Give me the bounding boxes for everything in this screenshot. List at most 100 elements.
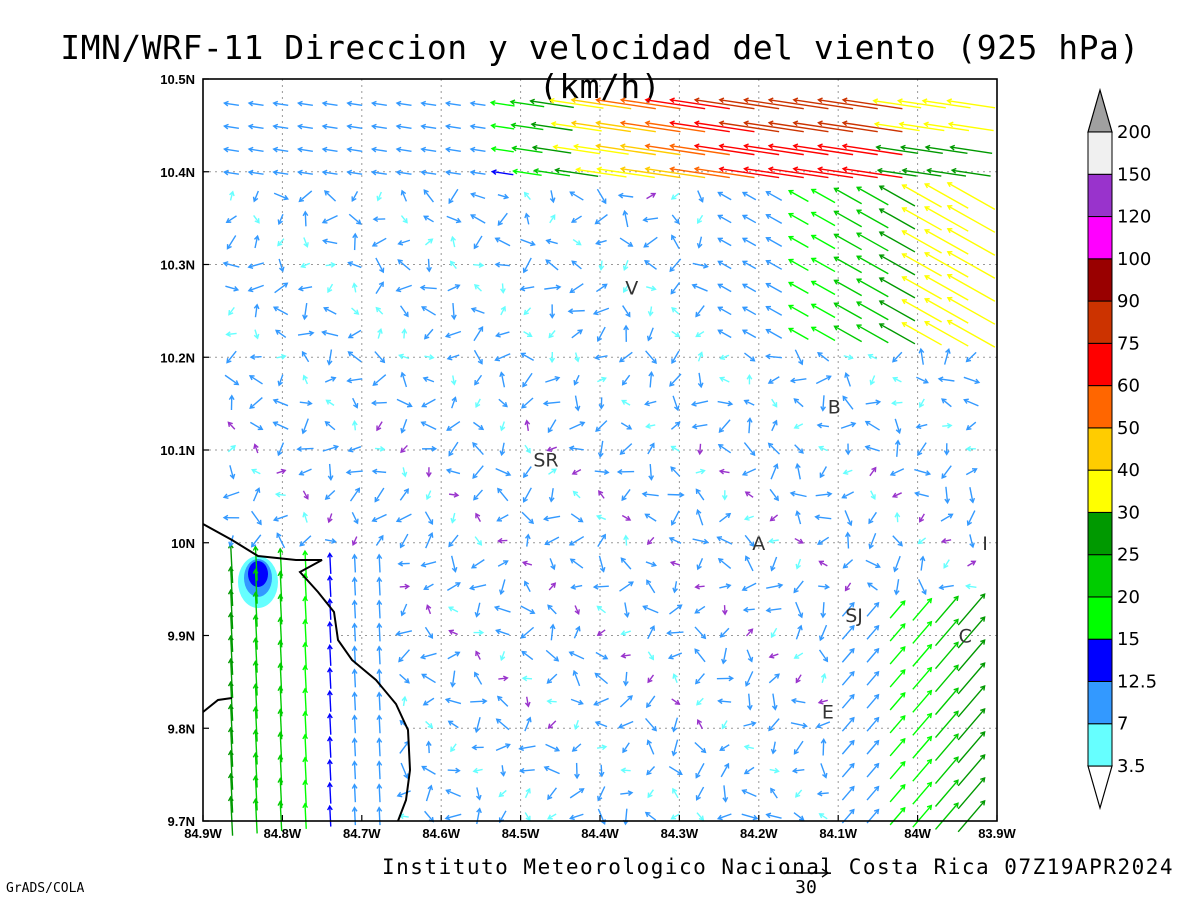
wind-arrow xyxy=(646,579,656,594)
wind-arrow xyxy=(524,212,530,225)
wind-arrow xyxy=(647,625,655,640)
wind-arrow xyxy=(572,490,581,499)
wind-arrow xyxy=(667,652,683,660)
wind-arrow xyxy=(619,143,681,156)
wind-arrow xyxy=(524,716,532,732)
wind-arrow xyxy=(397,259,411,271)
wind-arrow xyxy=(546,698,557,705)
wind-arrow xyxy=(671,234,680,249)
wind-arrow xyxy=(370,169,387,176)
wind-arrow xyxy=(497,560,509,567)
wind-arrow xyxy=(619,166,681,179)
wind-arrow xyxy=(495,743,511,751)
wind-arrow xyxy=(768,673,780,684)
wind-arrow xyxy=(901,167,942,177)
wind-arrow xyxy=(912,620,933,644)
wind-arrow xyxy=(571,469,582,475)
wind-arrow xyxy=(302,210,309,227)
wind-arrow xyxy=(770,787,778,799)
wind-arrow xyxy=(721,720,728,730)
wind-arrow xyxy=(500,305,506,316)
wind-arrow xyxy=(671,214,680,225)
wind-arrow xyxy=(351,307,360,315)
wind-arrow xyxy=(695,305,705,318)
wind-arrow xyxy=(746,649,754,663)
wind-arrow xyxy=(670,813,680,820)
wind-arrow xyxy=(794,349,804,366)
wind-arrow xyxy=(598,490,605,499)
wind-arrow xyxy=(249,354,262,360)
wind-arrow xyxy=(400,444,408,454)
wind-arrow xyxy=(302,664,309,692)
wind-arrow xyxy=(596,166,655,179)
wind-arrow xyxy=(598,397,605,410)
wind-arrow xyxy=(549,304,556,319)
wind-arrow xyxy=(765,305,783,316)
wind-arrow xyxy=(717,558,732,569)
wind-arrow xyxy=(302,779,309,806)
city-label: SJ xyxy=(845,605,863,627)
wind-arrow xyxy=(522,487,532,503)
map-title: IMN/WRF-11 Direccion y velocidad del vie… xyxy=(60,28,1140,106)
wind-arrow xyxy=(965,421,977,431)
lat-tick-label: 10.1N xyxy=(160,443,195,458)
wind-arrow xyxy=(376,737,383,757)
wind-arrow xyxy=(249,421,264,431)
wind-arrow xyxy=(872,98,922,109)
wind-arrow xyxy=(247,146,264,153)
wind-arrow xyxy=(425,490,432,501)
wind-arrow xyxy=(878,277,916,299)
wind-arrow xyxy=(446,420,461,431)
wind-arrow xyxy=(868,511,877,525)
wind-arrow xyxy=(421,765,436,775)
wind-arrow xyxy=(818,560,828,567)
wind-arrow xyxy=(395,513,412,523)
wind-arrow xyxy=(425,740,432,754)
wind-arrow xyxy=(620,630,631,636)
wind-arrow xyxy=(521,511,535,525)
wind-arrow xyxy=(741,813,759,821)
colorbar-swatch xyxy=(1087,385,1113,429)
colorbar-label: 40 xyxy=(1117,460,1140,481)
wind-arrow xyxy=(672,673,678,683)
wind-arrow xyxy=(623,283,630,293)
wind-arrow xyxy=(327,781,333,804)
wind-arrow xyxy=(916,376,929,384)
wind-arrow xyxy=(376,553,383,573)
wind-arrow xyxy=(864,444,880,452)
wind-arrow xyxy=(546,673,558,684)
wind-arrow xyxy=(498,675,509,682)
wind-arrow xyxy=(866,647,880,663)
wind-arrow xyxy=(719,744,730,751)
wind-arrow xyxy=(692,262,709,269)
wind-arrow xyxy=(225,331,237,338)
wind-arrow xyxy=(695,762,705,779)
wind-arrow xyxy=(302,756,309,783)
wind-arrow xyxy=(401,328,408,339)
wind-arrow xyxy=(694,648,706,663)
wind-arrow xyxy=(522,257,532,274)
wind-arrow xyxy=(524,444,531,454)
wind-arrow xyxy=(742,606,755,613)
wind-arrow xyxy=(225,215,237,224)
wind-arrow xyxy=(815,375,832,385)
wind-arrow xyxy=(420,169,437,176)
wind-arrow xyxy=(594,672,609,685)
wind-arrow xyxy=(549,623,556,641)
wind-arrow xyxy=(345,469,363,476)
wind-arrow xyxy=(498,579,506,596)
wind-arrow xyxy=(716,675,735,682)
wind-arrow xyxy=(400,762,409,780)
wind-arrow xyxy=(302,595,309,623)
wind-arrow xyxy=(957,708,986,741)
wind-arrow xyxy=(957,685,986,718)
colorbar-under-triangle xyxy=(1087,765,1113,811)
wind-arrow xyxy=(820,602,827,619)
wind-arrow xyxy=(475,512,482,522)
wind-arrow xyxy=(741,789,757,798)
wind-arrow xyxy=(352,232,359,251)
wind-arrow xyxy=(694,742,707,754)
wind-arrow xyxy=(919,555,926,571)
wind-arrow xyxy=(475,398,481,409)
wind-arrow xyxy=(450,375,457,386)
